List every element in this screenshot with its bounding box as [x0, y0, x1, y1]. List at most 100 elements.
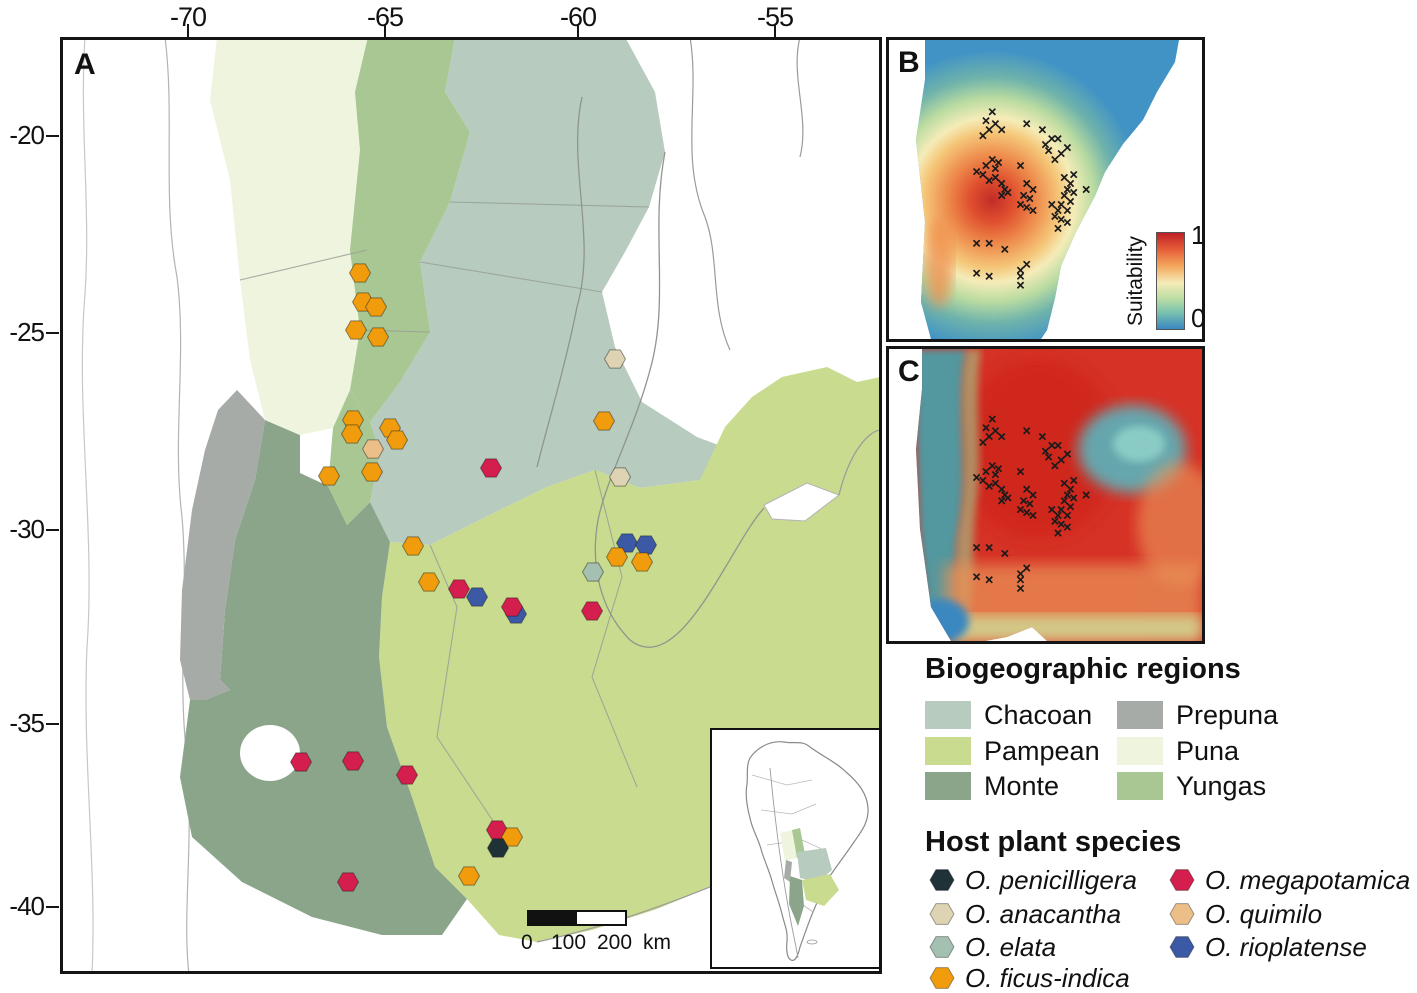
y-tick-mark: [46, 906, 59, 908]
occurrence-x-mark: [1057, 149, 1065, 158]
elata-hexagon-icon: [929, 936, 955, 958]
monte-label: Monte: [984, 770, 1060, 801]
quimilo-hexagon-icon: [1169, 903, 1195, 925]
panel-b-svg: [916, 40, 1179, 339]
inset-andes-line: [769, 767, 799, 959]
occurrence-x-mark: [982, 116, 990, 125]
occurrence-x-mark: [1016, 505, 1025, 514]
occurrence-hexagon: [486, 838, 510, 858]
inset-prepuna: [784, 860, 792, 882]
scale-bar-100: 100: [551, 931, 587, 954]
y-tick-label: -30: [9, 514, 45, 544]
occurrence-hexagon: [395, 765, 419, 785]
rioplatense-label: O. rioplatense: [1205, 931, 1367, 962]
occurrence-x-mark: [972, 473, 981, 482]
occurrence-x-mark: [982, 467, 990, 476]
occurrence-x-mark: [1001, 549, 1009, 558]
occurrence-x-mark: [1038, 125, 1047, 134]
occurrence-x-mark: [972, 269, 981, 277]
occurrence-x-mark: [985, 543, 993, 552]
quimilo-label: O. quimilo: [1205, 898, 1323, 929]
occurrence-x-mark: [1019, 191, 1028, 200]
occurrence-marks-c: [972, 415, 1090, 593]
anacantha-label: O. anacantha: [965, 898, 1122, 929]
occurrence-x-mark: [1029, 206, 1037, 215]
occurrence-x-mark: [972, 573, 981, 581]
occurrence-x-mark: [1048, 441, 1056, 450]
suitability-colorbar: [1156, 232, 1185, 330]
ficus-indica-label: O. ficus-indica: [965, 962, 1130, 993]
pampean-swatch: [925, 737, 971, 765]
occurrence-x-mark: [1029, 511, 1037, 520]
occurrence-x-mark: [994, 464, 1003, 473]
occurrence-x-mark: [1048, 505, 1056, 514]
prepuna-label: Prepuna: [1176, 699, 1279, 730]
inset-islands: [806, 939, 818, 945]
occurrence-x-mark: [1057, 456, 1065, 464]
scale-bar: [527, 910, 627, 926]
occurrence-x-mark: [982, 424, 990, 432]
occurrence-x-mark: [991, 470, 1000, 479]
occurrence-x-mark: [1038, 432, 1047, 441]
occurrence-x-mark: [991, 427, 1000, 435]
occurrence-hexagon: [417, 572, 441, 592]
province-borders: [239, 201, 650, 828]
colorbar-title: Suitability: [1124, 236, 1147, 326]
legend-item-monte: Monte: [925, 770, 1060, 801]
inset-svg: [745, 741, 869, 961]
occurrence-x-mark: [1016, 575, 1025, 584]
occurrence-x-mark: [988, 462, 997, 470]
inset-yungas: [792, 828, 805, 858]
occurrence-x-mark: [1016, 281, 1025, 289]
occurrence-x-mark: [1057, 215, 1065, 224]
occurrence-x-mark: [1066, 485, 1075, 493]
occurrence-x-mark: [1022, 485, 1031, 493]
occurrence-hexagon: [385, 430, 409, 450]
occurrence-x-mark: [1016, 570, 1025, 578]
legend-item-penicilligera: O. penicilligera: [929, 865, 1137, 895]
puna-label: Puna: [1176, 735, 1240, 766]
occurrence-x-mark: [1029, 185, 1037, 194]
occurrence-x-mark: [1051, 517, 1059, 526]
occurrence-x-mark: [1054, 529, 1062, 537]
occurrence-hexagon: [580, 601, 604, 621]
inset-south-america-map: [710, 728, 881, 969]
y-tick-label: -40: [9, 891, 45, 921]
occurrence-hexagon: [500, 597, 524, 617]
occurrence-hexagon: [340, 424, 364, 444]
occurrence-x-mark: [1026, 500, 1034, 508]
occurrence-hexagon: [605, 547, 629, 567]
occurrence-x-mark: [1066, 179, 1075, 188]
occurrence-x-mark: [1019, 497, 1028, 505]
occurrence-hexagon: [465, 587, 489, 607]
panel-a-label: A: [74, 48, 96, 81]
occurrence-x-mark: [1016, 584, 1025, 593]
occurrence-x-mark: [1057, 505, 1065, 514]
legend-item-puna: Puna: [1117, 735, 1240, 766]
penicilligera-hexagon-icon: [929, 869, 955, 891]
occurrence-x-mark: [1069, 476, 1078, 485]
x-tick-mark: [577, 24, 579, 37]
y-tick-mark: [46, 723, 59, 725]
occurrence-hexagon: [581, 562, 605, 582]
occurrence-x-mark: [1063, 143, 1072, 152]
occurrence-x-mark: [1054, 224, 1062, 233]
occurrence-x-mark: [1060, 173, 1069, 182]
panel-c-label: C: [898, 355, 920, 388]
occurrence-hexagon: [348, 263, 372, 283]
scale-bar-fill: [529, 912, 577, 924]
occurrence-x-mark: [979, 131, 987, 140]
occurrence-x-mark: [1066, 502, 1075, 511]
legend-item-pampean: Pampean: [925, 735, 1100, 766]
chile-argentina-border: [164, 36, 190, 975]
occurrence-x-mark: [1041, 447, 1050, 455]
occurrence-hexagon: [479, 458, 503, 478]
occurrence-x-mark: [1022, 427, 1031, 435]
occurrence-x-mark: [1016, 266, 1025, 274]
rioplatense-hexagon-icon: [1169, 936, 1195, 958]
occurrence-x-mark: [1063, 511, 1072, 520]
occurrence-hexagon: [608, 467, 632, 487]
legend-item-ficus-indica: O. ficus-indica: [929, 962, 1130, 993]
occurrence-x-mark: [1044, 146, 1053, 155]
pampean-label: Pampean: [984, 735, 1100, 766]
